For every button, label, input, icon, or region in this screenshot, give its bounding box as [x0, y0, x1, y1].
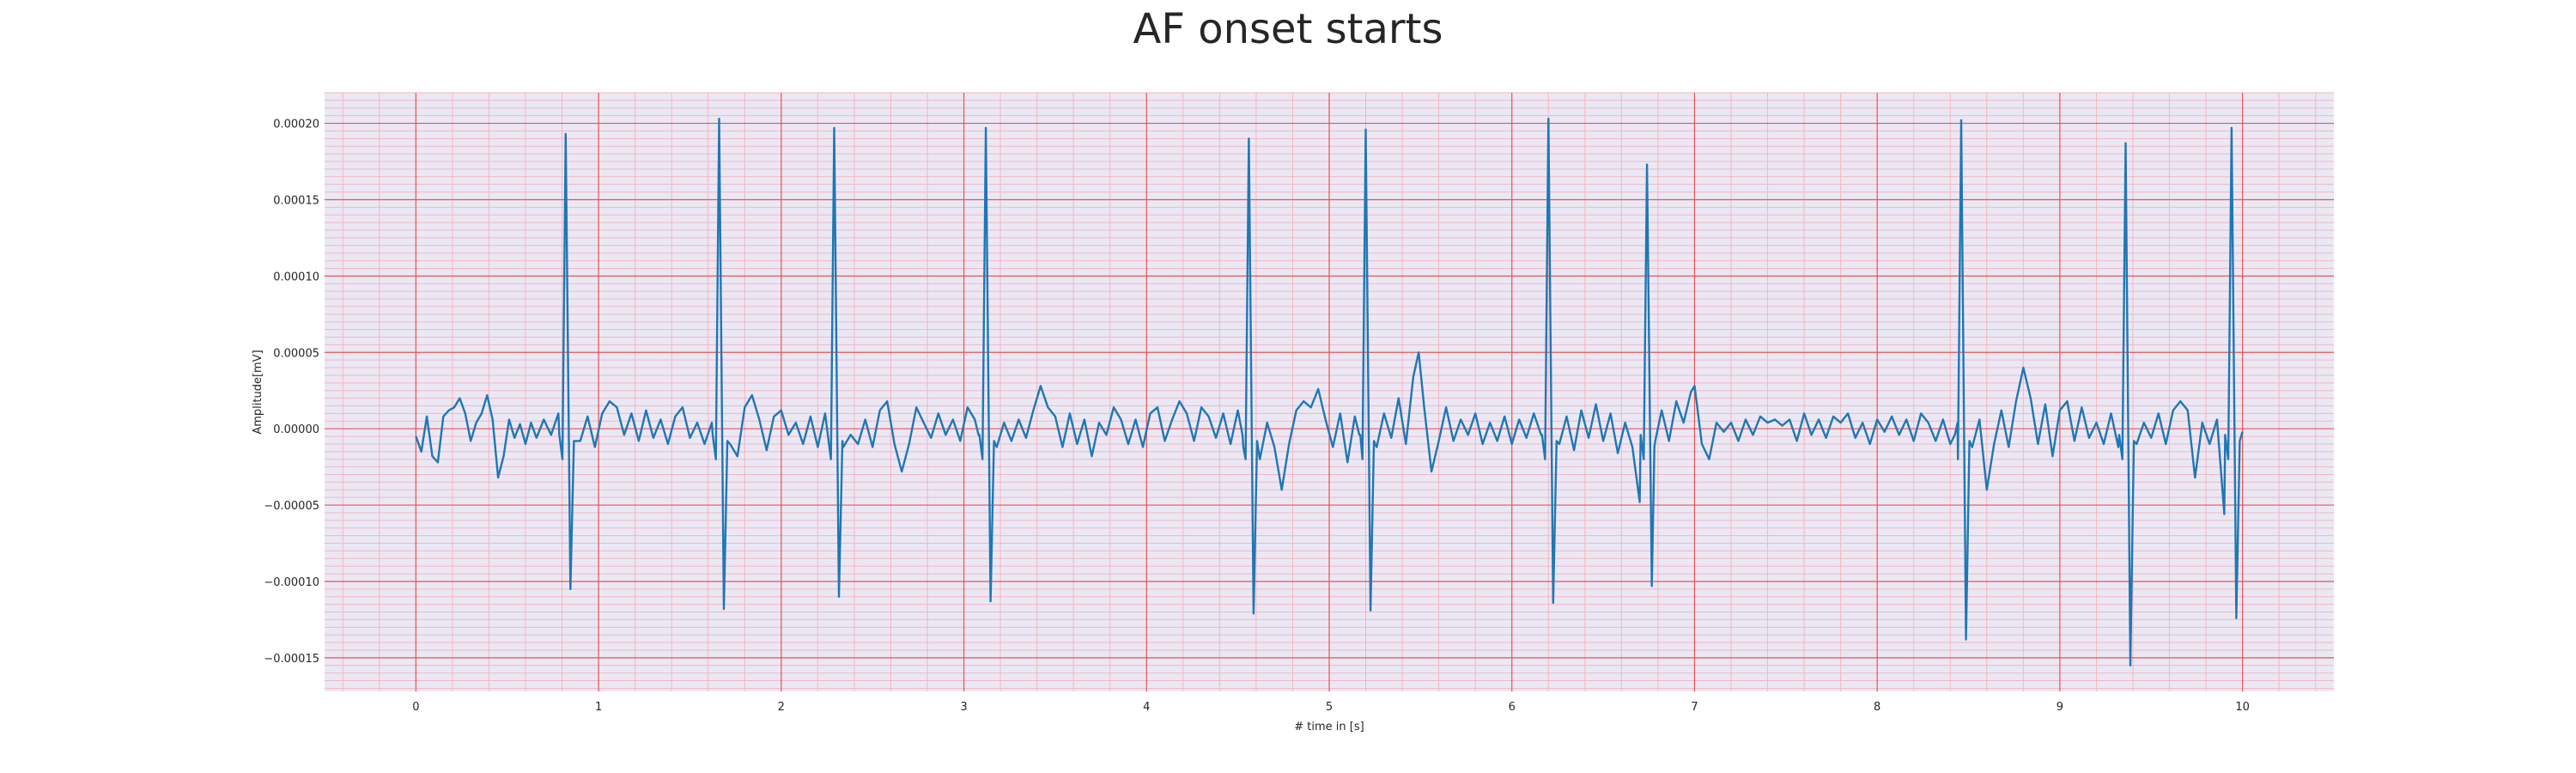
y-tick-label: 0.00005 — [273, 347, 319, 360]
x-tick-label: 10 — [2235, 701, 2250, 714]
y-tick-label: −0.00010 — [264, 576, 319, 589]
y-axis-label: Amplitude[mV] — [252, 350, 264, 434]
x-tick-label: 6 — [1509, 701, 1516, 714]
y-tick-label: 0.00015 — [273, 194, 319, 207]
x-tick-label: 0 — [412, 701, 419, 714]
x-tick-label: 4 — [1143, 701, 1150, 714]
x-tick-label: 1 — [595, 701, 602, 714]
y-tick-label: 0.00020 — [273, 119, 319, 131]
ecg-signal-line — [415, 118, 2244, 666]
x-tick-label: 8 — [1874, 701, 1880, 714]
x-tick-label: 7 — [1691, 701, 1698, 714]
y-tick-label: 0.00010 — [273, 271, 319, 283]
x-axis-ticks: 0 1 2 3 4 5 6 7 8 9 10 — [412, 701, 2250, 714]
y-tick-label: −0.00015 — [264, 653, 319, 666]
chart-title: AF onset starts — [1133, 5, 1443, 53]
x-tick-label: 3 — [960, 701, 967, 714]
y-tick-label: 0.00000 — [273, 423, 319, 436]
x-tick-label: 2 — [778, 701, 785, 714]
y-axis-ticks: −0.00015 −0.00010 −0.00005 0.00000 0.00005 0.… — [264, 119, 319, 666]
y-tick-label: −0.00005 — [264, 500, 319, 513]
x-axis-label: # time in [s] — [1294, 721, 1364, 733]
x-tick-label: 5 — [1326, 701, 1333, 714]
major-grid — [325, 93, 2334, 691]
x-tick-label: 9 — [2057, 701, 2063, 714]
